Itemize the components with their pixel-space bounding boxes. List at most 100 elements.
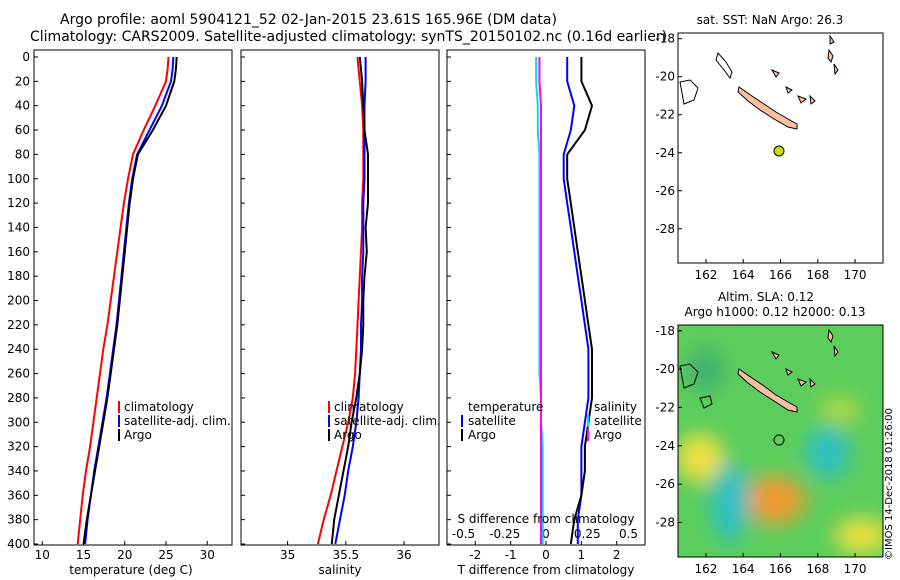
series-line-satellite-adj-clim- (84, 56, 175, 545)
x-tick-label: 10 (35, 548, 50, 562)
depth-tick-label: 220 (7, 318, 30, 332)
map-x-tick-label: 164 (732, 268, 755, 282)
series-line-climatology (76, 56, 170, 545)
sla-low-anomaly (806, 426, 850, 478)
legend-s-argo-label: Argo (594, 428, 622, 442)
new-caledonia-land (737, 368, 798, 413)
sla-low-anomaly (688, 348, 724, 392)
map-x-tick-label: 170 (844, 268, 867, 282)
map-y-tick-label: -22 (655, 400, 675, 414)
sla-low-anomaly (710, 462, 750, 542)
sla-high-anomaly (745, 476, 805, 524)
x-tick-label: 20 (117, 548, 132, 562)
legend-salinity-heading: salinity (594, 400, 637, 414)
map-x-tick-label: 162 (695, 562, 718, 576)
s-diff-tick-label: -0.5 (452, 527, 475, 541)
difference-xlabel: T difference from climatology (457, 563, 635, 577)
legend-argo-label: Argo (124, 428, 152, 442)
s-diff-tick-label: -0.25 (489, 527, 520, 541)
depth-tick-label: 340 (7, 464, 30, 478)
loyalty-islands (770, 350, 816, 388)
map-x-tick-label: 166 (769, 562, 792, 576)
temperature-panel-frame (33, 49, 233, 546)
sla-map-coastline (679, 328, 839, 413)
temperature-panel: 10 15 20 25 30 (35, 56, 215, 562)
map-y-tick-label: -20 (655, 70, 675, 84)
vanuatu-land (827, 328, 839, 358)
depth-tick-label: 300 (7, 415, 30, 429)
sla-map-ticks: 162 164 166 168 170 -18 -20 -22 -24 -26 -28 (655, 324, 866, 576)
salinity-xlabel: salinity (318, 563, 361, 577)
difference-panel: -2 -1 0 1 2 -0.5 -0.25 0 0.25 0.5 (452, 57, 638, 562)
legend-climatology-label: climatology (334, 400, 404, 414)
difference-legend: temperature satellite Argo salinity sate… (461, 400, 642, 442)
series-line-salinity-satellite (535, 57, 544, 544)
depth-tick-label: 100 (7, 172, 30, 186)
map-x-tick-label: 168 (806, 268, 829, 282)
depth-tick-label: 140 (7, 220, 30, 234)
depth-tick-label: 240 (7, 342, 30, 356)
temperature-legend: climatology satellite-adj. clim. Argo (118, 400, 231, 442)
sst-map-title: sat. SST: NaN Argo: 26.3 (697, 13, 844, 27)
legend-climatology-label: climatology (124, 400, 194, 414)
depth-tick-label: 180 (7, 269, 30, 283)
depth-tick-label: 200 (7, 294, 30, 308)
map-x-tick-label: 166 (769, 268, 792, 282)
series-line-argo (330, 56, 369, 545)
depth-tick-label: 0 (22, 50, 30, 64)
loyalty-islands (770, 68, 816, 105)
x-tick-label: 2 (613, 548, 621, 562)
depth-tick-label: 260 (7, 367, 30, 381)
legend-temperature-heading: temperature (468, 400, 543, 414)
depth-tick-label: 80 (15, 147, 30, 161)
depth-axis: 0 20 40 60 80 100 120 140 160 180 200 220 240 260 280 3… (7, 50, 451, 551)
depth-tick-label: 120 (7, 196, 30, 210)
x-tick-label: -2 (469, 548, 481, 562)
map-x-tick-label: 162 (695, 268, 718, 282)
x-tick-label: 35 (280, 548, 295, 562)
map-y-tick-label: -18 (655, 324, 675, 338)
depth-tick-label: 160 (7, 245, 30, 259)
sst-map-ticks: 162 164 166 168 170 -18 -20 -22 -24 -26 -28 (655, 32, 866, 282)
map-y-tick-label: -24 (655, 439, 675, 453)
map-y-tick-label: -24 (655, 146, 675, 160)
sla-mid-anomaly (820, 396, 860, 424)
series-line-temperature-argo (566, 57, 594, 545)
series-line-salinity-argo (538, 57, 542, 544)
x-tick-label: 0 (542, 548, 550, 562)
map-x-tick-label: 170 (844, 562, 867, 576)
map-y-tick-label: -20 (655, 362, 675, 376)
legend-satellite-label: satellite-adj. clim. (124, 414, 231, 428)
title-line-1: Argo profile: aoml 5904121_52 02-Jan-201… (60, 12, 557, 28)
imos-credit: ©IMOS 14-Dec-2018 01:26:00 (884, 408, 895, 560)
depth-tick-label: 320 (7, 440, 30, 454)
map-y-tick-label: -28 (655, 222, 675, 236)
sla-map-title-2: Argo h1000: 0.12 h2000: 0.13 (685, 305, 866, 319)
legend-s-satellite-label: satellite (594, 414, 642, 428)
series-line-satellite-adj-clim- (334, 57, 367, 545)
reef-outline (679, 363, 713, 409)
x-tick-label: -1 (505, 548, 517, 562)
sla-argo-float-marker (773, 434, 785, 446)
map-y-tick-label: -28 (655, 515, 675, 529)
x-tick-label: 36 (396, 548, 411, 562)
sla-high-anomaly (678, 434, 724, 482)
new-caledonia-land (737, 86, 798, 130)
s-diff-tick-label: 0.5 (619, 527, 638, 541)
depth-tick-label: 20 (15, 74, 30, 88)
x-tick-label: 1 (578, 548, 586, 562)
sla-map-title-1: Altim. SLA: 0.12 (718, 290, 814, 304)
map-y-tick-label: -26 (655, 477, 675, 491)
map-x-tick-label: 164 (732, 562, 755, 576)
difference-top-label: S difference from climatology (458, 512, 635, 526)
salinity-legend: climatology satellite-adj. clim. Argo (328, 400, 441, 442)
sst-map-coastline (679, 34, 839, 130)
legend-argo-label: Argo (334, 428, 362, 442)
series-line-temperature-satellite (562, 57, 590, 544)
depth-tick-label: 60 (15, 123, 30, 137)
x-tick-label: 25 (158, 548, 173, 562)
legend-satellite-label: satellite-adj. clim. (334, 414, 441, 428)
s-diff-tick-label: 0 (542, 527, 550, 541)
map-x-tick-label: 168 (806, 562, 829, 576)
